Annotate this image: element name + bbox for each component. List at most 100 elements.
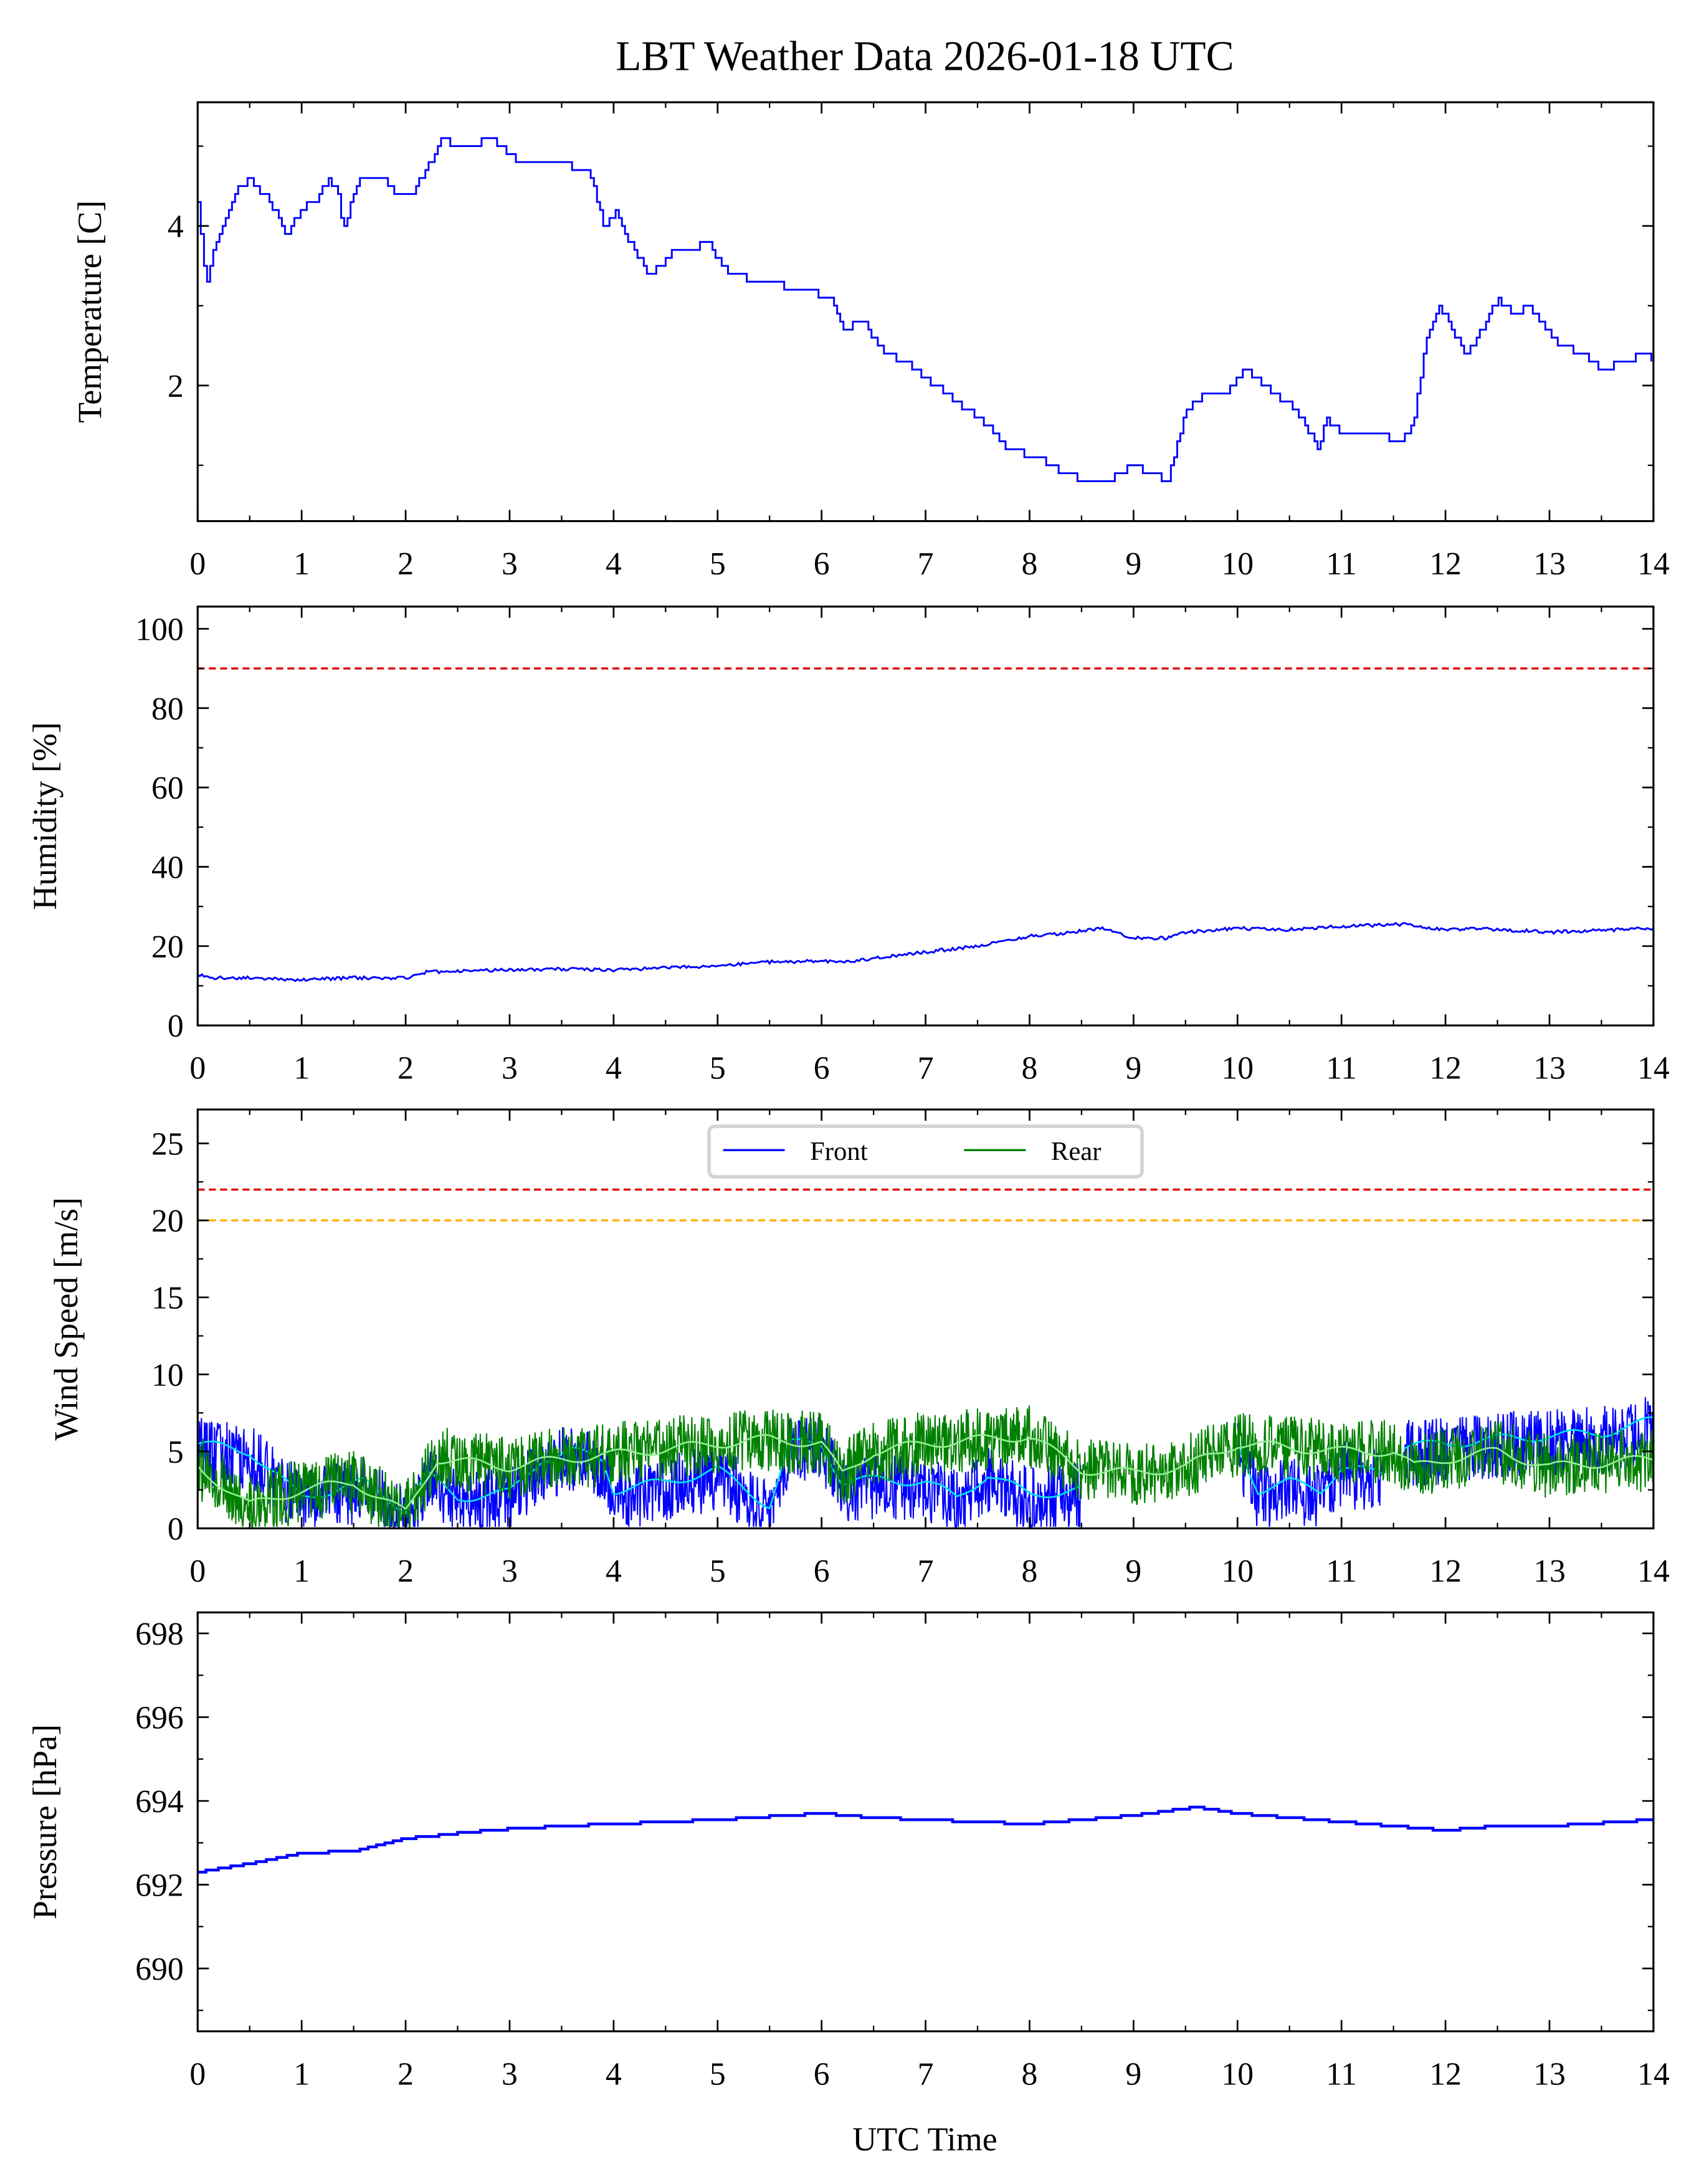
x-tick-label: 11	[1326, 1554, 1357, 1589]
y-tick-label: 15	[151, 1281, 184, 1316]
y-tick-label: 20	[151, 1204, 184, 1239]
front-wind-smoothed-series	[1236, 1443, 1384, 1496]
pressure-axes-frame	[196, 1611, 1655, 2033]
x-tick-label: 13	[1533, 1051, 1566, 1086]
wind-plot-area	[198, 1188, 1654, 1528]
x-tick-label: 2	[397, 546, 414, 582]
x-tick-label: 5	[710, 1051, 726, 1086]
legend-front-label: Front	[810, 1137, 868, 1166]
humidity-panel: 0 1 2 3 4 5 6 7 8 9 10 11 12 13 14020406080100Humidity…	[26, 605, 1670, 1086]
x-tick-label: 14	[1637, 1051, 1670, 1086]
x-tick-label: 14	[1637, 546, 1670, 582]
x-tick-label: 13	[1533, 1554, 1566, 1589]
y-tick-label: 692	[135, 1868, 184, 1904]
x-tick-label: 8	[1022, 546, 1038, 582]
x-tick-label: 2	[397, 2056, 414, 2092]
x-tick-label: 12	[1429, 546, 1462, 582]
x-tick-label: 14	[1637, 2056, 1670, 2092]
y-tick-label: 25	[151, 1126, 184, 1162]
rear-wind-raw-series	[198, 1405, 1654, 1528]
x-tick-label: 9	[1125, 2056, 1141, 2092]
pressure-plot-area	[198, 1805, 1654, 1874]
humidity-plot-area	[198, 667, 1654, 982]
x-tick-label: 10	[1221, 1554, 1254, 1589]
y-tick-label: 694	[135, 1784, 184, 1820]
y-tick-label: 20	[151, 929, 184, 965]
x-tick-label: 3	[502, 1554, 518, 1589]
x-tick-label: 3	[502, 546, 518, 582]
pressure-y-axis-label: Pressure [hPa]	[26, 1724, 64, 1919]
x-tick-label: 3	[502, 1051, 518, 1086]
humidity-y-axis-label: Humidity [%]	[26, 722, 64, 909]
temperature-series	[198, 137, 1652, 482]
x-tick-label: 6	[814, 1554, 830, 1589]
x-tick-label: 8	[1022, 1554, 1038, 1589]
pressure-series	[198, 1805, 1654, 1874]
x-tick-label: 6	[814, 2056, 830, 2092]
x-tick-label: 5	[710, 2056, 726, 2092]
x-tick-label: 12	[1429, 2056, 1462, 2092]
x-tick-label: 0	[189, 1554, 206, 1589]
x-tick-label: 10	[1221, 2056, 1254, 2092]
x-tick-label: 0	[189, 1051, 206, 1086]
y-tick-label: 0	[168, 1512, 184, 1547]
x-tick-label: 9	[1125, 1554, 1141, 1589]
front-wind-raw-series	[1237, 1423, 1384, 1527]
x-tick-label: 2	[397, 1554, 414, 1589]
wind-legend: Front Rear	[707, 1124, 1144, 1179]
y-tick-label: 40	[151, 850, 184, 885]
x-tick-label: 7	[918, 546, 934, 582]
x-tick-label: 6	[814, 546, 830, 582]
x-tick-label: 13	[1533, 546, 1566, 582]
x-tick-label: 4	[606, 546, 622, 582]
x-tick-label: 0	[189, 546, 206, 582]
x-tick-label: 14	[1637, 1554, 1670, 1589]
x-tick-label: 4	[606, 2056, 622, 2092]
y-tick-label: 5	[168, 1435, 184, 1470]
x-tick-label: 5	[710, 1554, 726, 1589]
x-tick-label: 4	[606, 1051, 622, 1086]
x-tick-label: 7	[918, 1051, 934, 1086]
x-tick-label: 10	[1221, 546, 1254, 582]
temperature-axes-frame	[196, 101, 1655, 523]
legend-rear-label: Rear	[1051, 1137, 1102, 1166]
x-tick-label: 2	[397, 1051, 414, 1086]
x-tick-label: 9	[1125, 1051, 1141, 1086]
wind-y-axis-label: Wind Speed [m/s]	[47, 1197, 85, 1441]
x-tick-label: 1	[293, 1051, 310, 1086]
x-tick-label: 1	[293, 1554, 310, 1589]
y-tick-label: 10	[151, 1357, 184, 1393]
y-tick-label: 2	[168, 369, 184, 404]
legend-box	[707, 1124, 1144, 1179]
x-tick-label: 6	[814, 1051, 830, 1086]
x-tick-label: 5	[710, 546, 726, 582]
x-tick-label: 1	[293, 2056, 310, 2092]
x-tick-label: 12	[1429, 1554, 1462, 1589]
y-tick-label: 696	[135, 1701, 184, 1736]
y-tick-label: 690	[135, 1952, 184, 1987]
y-tick-label: 698	[135, 1617, 184, 1652]
x-tick-label: 11	[1326, 1051, 1357, 1086]
x-tick-label: 9	[1125, 546, 1141, 582]
x-tick-label: 11	[1326, 546, 1357, 582]
x-tick-label: 8	[1022, 2056, 1038, 2092]
x-tick-label: 7	[918, 1554, 934, 1589]
x-tick-label: 12	[1429, 1051, 1462, 1086]
y-tick-label: 4	[168, 209, 184, 245]
y-tick-label: 80	[151, 691, 184, 727]
x-tick-label: 3	[502, 2056, 518, 2092]
x-tick-label: 4	[606, 1554, 622, 1589]
y-tick-label: 0	[168, 1009, 184, 1044]
x-tick-label: 1	[293, 546, 310, 582]
x-tick-label: 0	[189, 2056, 206, 2092]
rear-wind-smoothed-series	[198, 1434, 1654, 1510]
x-axis-label: UTC Time	[852, 2120, 997, 2158]
temperature-plot-area	[198, 137, 1652, 482]
y-tick-label: 60	[151, 771, 184, 806]
x-tick-label: 10	[1221, 1051, 1254, 1086]
pressure-panel: 0 1 2 3 4 5 6 7 8 9 10 11 12 13 14690692694696698Press…	[26, 1611, 1670, 2092]
x-tick-label: 11	[1326, 2056, 1357, 2092]
